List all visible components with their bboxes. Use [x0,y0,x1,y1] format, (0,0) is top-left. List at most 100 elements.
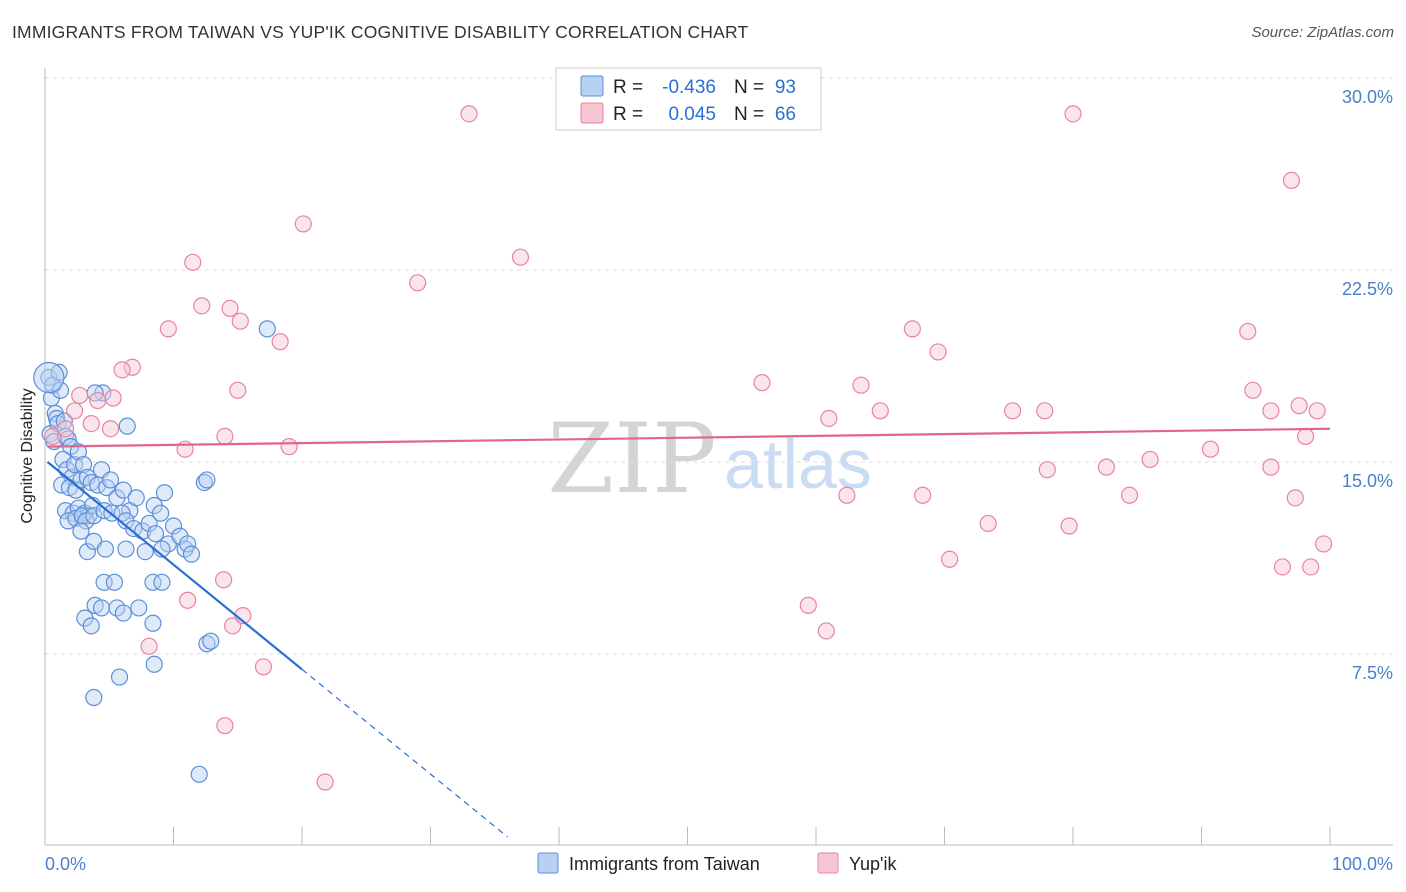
stats-n-label-2: N = [734,104,764,125]
yupik-point-59 [1273,558,1292,576]
x-tick-label-min: 0.0% [45,854,86,874]
taiwan-point-85 [202,632,220,650]
yupik-point-54 [1290,397,1308,415]
yupik-point-22 [460,105,478,123]
taiwan-point-17 [69,443,88,461]
yupik-point-20 [409,274,427,292]
yupik-point-18 [82,415,100,433]
stats-n-value-2: 66 [775,104,796,125]
taiwan-point-55 [152,504,170,522]
yupik-point-27 [224,617,242,635]
yupik-point-45 [979,514,997,533]
yupik-point-0 [44,427,62,445]
y-tick-label-3: 30.0% [1342,87,1393,107]
yupik-point-51 [1239,322,1257,341]
stats-r-label-1: R = [613,77,643,98]
series-legend: Immigrants from Taiwan Yup'ik [537,852,897,874]
taiwan-point-89 [190,765,208,783]
taiwan-trend-extension [301,668,508,838]
yupik-point-37 [903,320,921,338]
taiwan-point-32 [114,481,132,499]
stats-n-value-1: 93 [775,77,796,98]
taiwan-point-34 [127,489,145,507]
yupik-point-13 [216,427,234,445]
yupik-trend-line [47,427,1331,448]
chart-title: IMMIGRANTS FROM TAIWAN VS YUP'IK COGNITI… [12,22,749,42]
taiwan-point-45 [85,507,103,525]
yupik-point-8 [193,297,211,315]
yupik-point-16 [71,386,89,405]
taiwan-point-64 [195,473,213,492]
yupik-point-11 [271,333,289,351]
y-tick-label-1: 15.0% [1342,471,1393,491]
legend-swatch-yupik [817,852,839,874]
yupik-point-55 [1308,402,1326,420]
stats-legend: R = -0.436 N = 93 R = 0.045 N = 66 [555,67,822,131]
taiwan-point-79 [114,604,132,622]
taiwan-point-73 [105,573,123,591]
yupik-point-63 [1060,517,1078,535]
y-tick-label-0: 7.5% [1352,663,1393,683]
taiwan-point-91 [118,417,136,435]
stats-n-label-1: N = [734,77,764,98]
taiwan-point-83 [82,617,100,635]
yupik-point-4 [123,358,141,376]
yupik-point-2 [89,391,107,410]
yupik-point-44 [914,486,932,504]
taiwan-point-56 [155,484,174,502]
yupik-point-26 [140,637,158,655]
taiwan-point-81 [144,614,162,632]
taiwan-point-71 [136,542,154,561]
tick-labels: 7.5% 15.0% 22.5% 30.0% 0.0% 100.0% [45,87,1393,874]
y-tick-label-2: 22.5% [1342,279,1393,299]
taiwan-point-87 [110,668,129,686]
yupik-point-46 [1038,461,1056,479]
taiwan-point-88 [85,688,103,707]
yupik-point-61 [1314,535,1333,553]
stats-r-value-2: 0.045 [668,104,716,125]
yupik-point-49 [1120,486,1139,504]
yupik-point-65 [817,622,835,640]
yupik-point-34 [1282,171,1301,189]
taiwan-point-67 [78,542,97,561]
taiwan-point-80 [130,599,148,617]
yupik-point-3 [65,402,84,420]
taiwan-point-65 [198,471,216,489]
yupik-point-6 [101,420,120,438]
taiwan-point-69 [96,540,114,558]
x-tick-label-max: 100.0% [1332,854,1393,874]
yupik-point-50 [1201,440,1220,458]
taiwan-point-59 [164,517,183,535]
legend-label-yupik: Yup'ik [849,854,897,874]
taiwan-point-66 [72,522,90,540]
yupik-point-19 [184,253,202,271]
taiwan-point-cluster [33,361,65,394]
yupik-point-48 [1141,450,1159,469]
yupik-point-24 [215,571,233,589]
yupik-point-60 [1302,558,1320,576]
yupik-point-36 [871,402,889,420]
source-note: Source: ZipAtlas.com [1251,24,1394,41]
points-layer [33,87,1333,791]
yupik-point-41 [1004,402,1022,420]
taiwan-point-77 [92,599,111,617]
yupik-point-7 [159,320,177,338]
axes [44,68,1393,846]
taiwan-point-62 [179,535,197,553]
stats-r-label-2: R = [613,104,643,125]
yupik-point-43 [838,486,856,504]
yupik-point-62 [941,550,959,568]
stats-r-value-1: -0.436 [662,77,716,98]
yupik-point-12 [229,381,247,399]
taiwan-point-90 [258,320,276,338]
yupik-point-57 [1262,458,1280,476]
yupik-point-53 [1262,402,1280,420]
taiwan-point-75 [153,573,171,591]
taiwan-point-16 [65,455,84,474]
taiwan-point-52 [140,514,158,533]
yupik-point-25 [179,591,197,609]
taiwan-trend-line [46,461,303,671]
yupik-point-38 [820,409,838,428]
yupik-point-30 [216,717,234,735]
